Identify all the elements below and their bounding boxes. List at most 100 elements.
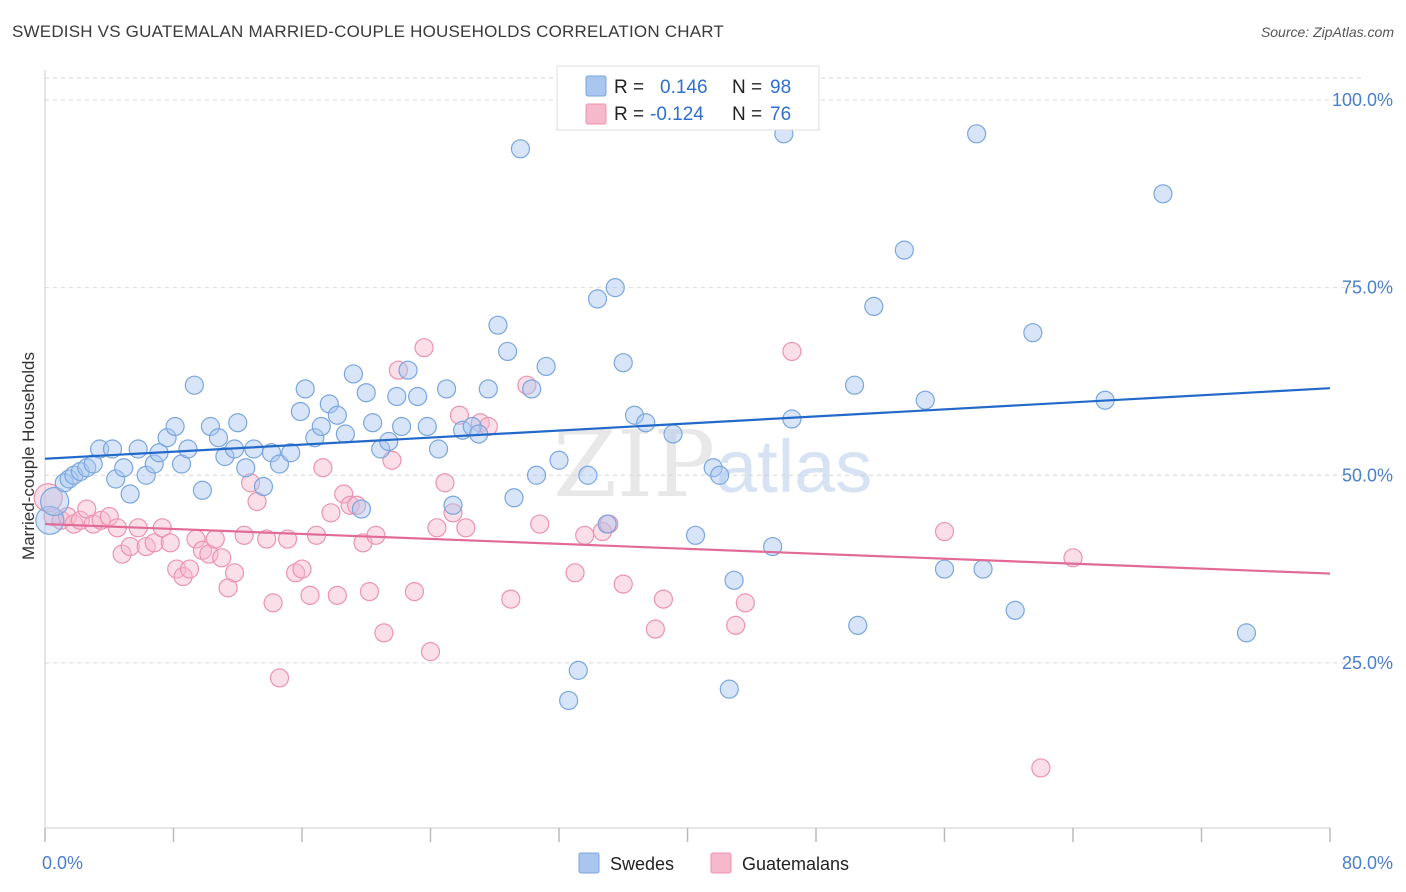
swedes-point xyxy=(351,499,372,519)
swedes-point xyxy=(356,383,376,403)
y-tick-label-3: 100.0% xyxy=(1332,90,1393,110)
swedes-point xyxy=(844,375,865,395)
chart-source: Source: ZipAtlas.com xyxy=(1260,24,1394,40)
guatemalans-point xyxy=(449,405,470,425)
guatemalans-point xyxy=(420,642,441,662)
guatemalans-point xyxy=(735,593,755,613)
y-tick-label-1: 50.0% xyxy=(1342,465,1393,485)
guatemalans-point xyxy=(263,593,283,613)
swedes-point xyxy=(894,240,914,260)
legend-n-label-swedes: N = xyxy=(732,77,762,98)
swedes-point xyxy=(1005,600,1025,620)
swedes-point xyxy=(719,679,739,699)
guatemalans-point xyxy=(359,581,380,602)
swedes-point xyxy=(40,486,70,517)
swedes-point xyxy=(295,379,315,399)
swedes-point xyxy=(335,424,355,444)
guatemalans-point xyxy=(340,495,360,515)
swedes-point xyxy=(192,480,213,500)
guatemalans-point xyxy=(565,563,585,583)
guatemalans-point xyxy=(435,473,455,493)
guatemalans-point xyxy=(443,503,463,523)
guatemalans-point xyxy=(269,668,290,688)
swedes-point xyxy=(504,488,524,508)
swedes-point xyxy=(724,570,744,590)
legend-n-label-guatemalans: N = xyxy=(732,104,762,125)
guatemalans-point xyxy=(782,341,802,362)
swedes-point xyxy=(498,341,518,362)
swedes-point xyxy=(685,525,706,545)
swedes-point xyxy=(200,416,221,437)
trend-lines xyxy=(44,387,1331,575)
swedes-point xyxy=(624,405,645,425)
bottom-legend-swatch-swedes xyxy=(578,852,600,874)
legend-swatch-swedes xyxy=(585,75,607,97)
guatemalans-point xyxy=(366,525,386,545)
swedes-point xyxy=(398,360,418,380)
guatemalans-point xyxy=(374,623,394,643)
guatemalans-point xyxy=(313,458,333,478)
guatemalans-point xyxy=(645,619,665,639)
swedes-point xyxy=(613,353,633,373)
bottom-legend-swatch-guatemalans xyxy=(710,852,732,874)
x-tick-label-0: 0.0% xyxy=(42,853,83,873)
guatemalans-point xyxy=(224,563,245,583)
guatemalans-point xyxy=(334,484,354,504)
bottom-legend: Swedes Guatemalans xyxy=(578,852,849,874)
x-tick-labels: 0.0% 80.0% xyxy=(42,853,1393,873)
swedes-point xyxy=(848,615,868,635)
legend-r-guatemalans: -0.124 xyxy=(650,104,704,125)
swedes-point xyxy=(549,450,569,470)
swedes-point xyxy=(526,465,547,485)
swedes-point xyxy=(35,505,65,535)
swedes-point xyxy=(106,469,126,489)
swedes-point xyxy=(522,379,542,399)
guatemalans-point xyxy=(257,529,277,549)
guatemalans-point xyxy=(292,559,312,579)
swedes-point xyxy=(703,458,723,478)
swedes-point xyxy=(973,559,993,579)
swedes-point xyxy=(915,390,935,410)
guatemalans-point xyxy=(388,360,408,380)
swedes-point xyxy=(379,431,399,452)
swedes-point xyxy=(311,416,331,437)
y-tick-labels: 25.0% 50.0% 75.0% 100.0% xyxy=(1332,90,1393,673)
swedes-point xyxy=(102,439,123,459)
swedes-point xyxy=(261,443,282,463)
swedes-point xyxy=(1023,323,1043,343)
guatemalans-point xyxy=(1063,548,1083,568)
swedes-point xyxy=(428,439,449,459)
y-tick-label-2: 75.0% xyxy=(1342,278,1393,298)
swedes-point xyxy=(236,458,256,478)
swedes-point xyxy=(636,413,656,433)
swedes-point xyxy=(178,439,198,459)
guatemalans-point xyxy=(1031,758,1051,778)
swedes-points xyxy=(35,124,1257,711)
swedes-point xyxy=(114,458,134,478)
swedes-point xyxy=(934,559,955,579)
swedes-point xyxy=(363,413,383,433)
guatemalans-point xyxy=(321,503,341,523)
swedes-point xyxy=(587,289,608,309)
y-axis-label: Married-couple Households xyxy=(19,352,38,560)
guatemalans-point xyxy=(501,589,521,609)
x-tick-label-1: 80.0% xyxy=(1342,853,1393,873)
guatemalans-point xyxy=(179,559,200,579)
swedes-point xyxy=(128,439,148,459)
swedes-point xyxy=(157,428,177,448)
guatemalans-trend-line xyxy=(44,522,1331,575)
swedes-point xyxy=(443,495,463,515)
guatemalans-point xyxy=(934,521,955,542)
swedes-point xyxy=(663,424,683,444)
swedes-point xyxy=(1236,623,1257,643)
swedes-point xyxy=(436,379,457,399)
watermark-atlas: atlas xyxy=(716,425,872,508)
guatemalans-point xyxy=(613,574,633,594)
guatemalans-point xyxy=(404,581,425,602)
guatemalans-point xyxy=(144,533,164,553)
swedes-point xyxy=(408,386,428,407)
guatemalans-point xyxy=(212,548,232,568)
swedes-point xyxy=(343,364,363,384)
guatemalans-point xyxy=(653,589,674,609)
